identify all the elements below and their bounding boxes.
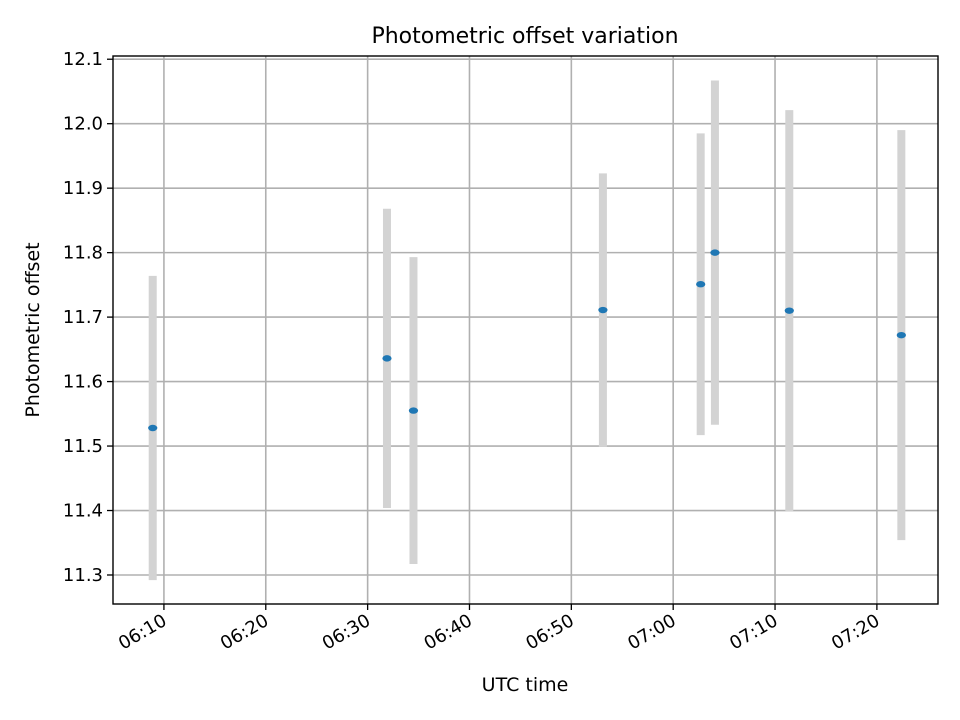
x-tick-label: 06:30 [319,610,374,654]
data-point [148,424,158,432]
x-tick-label: 07:10 [726,610,781,654]
data-point [598,306,608,314]
data-points [148,249,906,432]
x-tick-label: 06:40 [421,610,476,654]
data-point [408,407,419,414]
y-tick-label: 11.3 [63,565,103,586]
data-point [382,355,392,362]
x-tick-label: 07:00 [624,610,679,654]
grid [113,56,938,604]
data-point [784,307,794,314]
y-tick-label: 11.5 [63,436,103,457]
x-tick-label: 06:50 [522,610,577,654]
data-point [896,331,906,339]
x-axis-label: UTC time [482,674,569,696]
y-tick-label: 12.0 [63,114,103,135]
y-tick-label: 11.4 [63,501,103,522]
x-tick-label: 07:20 [828,610,883,654]
y-axis-label: Photometric offset [22,242,44,417]
y-tick-label: 11.9 [63,178,103,199]
data-point [696,281,706,288]
x-tick-label: 06:10 [115,610,170,654]
y-tick-label: 12.1 [63,49,103,70]
y-ticks: 11.3 11.4 11.5 11.6 11.7 11.8 11.9 12.0 12.1 [63,49,113,586]
plot-frame [112,55,939,605]
y-tick-label: 11.8 [63,243,103,264]
x-ticks: 06:10 06:20 06:30 06:40 06:50 07:00 07:10 07:20 [115,604,883,654]
y-tick-label: 11.7 [63,307,103,328]
data-point [710,249,720,256]
y-tick-label: 11.6 [63,372,103,393]
x-tick-label: 06:20 [217,610,272,654]
chart-title: Photometric offset variation [371,24,678,49]
